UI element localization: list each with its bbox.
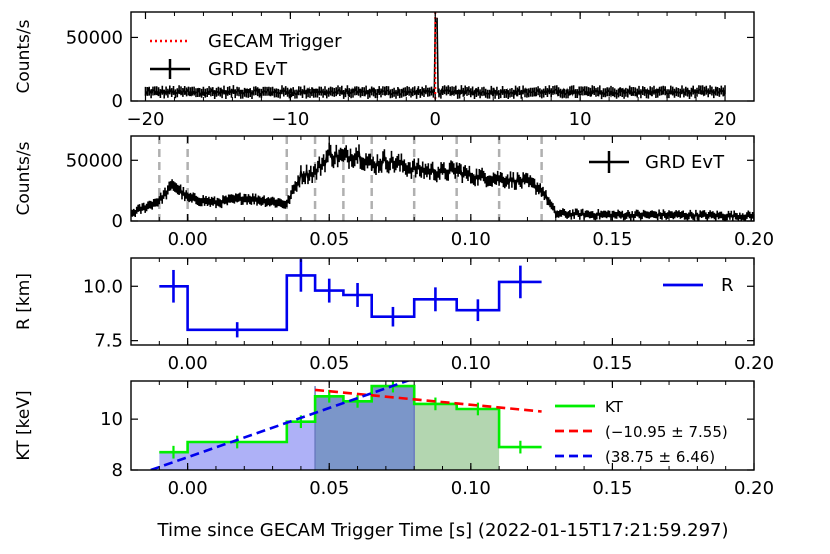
x-tick-label: 0.05 bbox=[309, 478, 349, 499]
axes-frame bbox=[130, 257, 755, 346]
x-tick-label: 0.20 bbox=[734, 353, 774, 374]
y-axis-label: Counts/s bbox=[14, 141, 34, 215]
y-tick-label: 50000 bbox=[66, 27, 123, 48]
plot-area bbox=[144, 12, 726, 101]
panel-1 bbox=[130, 11, 755, 102]
x-tick-label: 0.05 bbox=[309, 353, 349, 374]
x-tick-label: 0.05 bbox=[309, 229, 349, 250]
y-axis-label: KT [keV] bbox=[14, 390, 34, 460]
panel-2 bbox=[130, 135, 755, 222]
y-tick-label: 0 bbox=[112, 211, 123, 232]
x-tick-label: 0.10 bbox=[451, 229, 491, 250]
legend-label: GRD EvT bbox=[645, 152, 725, 173]
fit-red-line bbox=[314, 388, 542, 413]
legend-label: R bbox=[721, 275, 734, 296]
panel-3 bbox=[130, 257, 755, 346]
x-tick-label: 0.10 bbox=[451, 478, 491, 499]
x-tick-label: 0.00 bbox=[168, 229, 208, 250]
x-tick-label: 10 bbox=[569, 109, 592, 130]
series-grd-evt-line bbox=[144, 17, 726, 100]
x-tick-label: 0.20 bbox=[734, 478, 774, 499]
x-tick-label: −10 bbox=[271, 109, 309, 130]
x-axis-label: Time since GECAM Trigger Time [s] (2022-… bbox=[157, 520, 729, 541]
fit-blue-line bbox=[150, 381, 411, 470]
y-tick-label: 8 bbox=[112, 460, 123, 481]
plot-area bbox=[150, 381, 542, 470]
legend-label: KT bbox=[605, 398, 624, 416]
x-tick-label: 20 bbox=[714, 109, 737, 130]
x-tick-label: 0.15 bbox=[592, 478, 632, 499]
y-tick-label: 7.5 bbox=[94, 331, 123, 352]
series-grd-evt-zoom-line bbox=[131, 142, 754, 221]
panel-4 bbox=[130, 380, 755, 471]
y-tick-label: 10.0 bbox=[83, 276, 123, 297]
y-tick-label: 0 bbox=[112, 91, 123, 112]
kt-fill-region bbox=[414, 403, 500, 470]
legend-label: GRD EvT bbox=[208, 59, 288, 80]
plot-area bbox=[131, 136, 754, 221]
legend-label: (−10.95 ± 7.55) bbox=[605, 423, 728, 441]
legend-label: GECAM Trigger bbox=[208, 31, 342, 52]
axes-frame bbox=[130, 135, 755, 222]
y-axis-label: Counts/s bbox=[14, 19, 34, 93]
x-tick-label: 0.20 bbox=[734, 229, 774, 250]
kt-fill-region bbox=[315, 386, 415, 470]
plot-area bbox=[159, 259, 542, 338]
axes-frame bbox=[130, 11, 755, 102]
x-tick-label: −20 bbox=[126, 109, 164, 130]
x-tick-label: 0 bbox=[430, 109, 441, 130]
x-tick-label: 0.00 bbox=[168, 353, 208, 374]
x-tick-label: 0.15 bbox=[592, 229, 632, 250]
legend-label: (38.75 ± 6.46) bbox=[605, 448, 715, 466]
series-r-step bbox=[159, 274, 542, 332]
y-axis-label: R [km] bbox=[14, 273, 34, 330]
y-tick-label: 10 bbox=[100, 409, 123, 430]
y-tick-label: 50000 bbox=[66, 150, 123, 171]
x-tick-label: 0.10 bbox=[451, 353, 491, 374]
x-tick-label: 0.00 bbox=[168, 478, 208, 499]
x-tick-label: 0.15 bbox=[592, 353, 632, 374]
